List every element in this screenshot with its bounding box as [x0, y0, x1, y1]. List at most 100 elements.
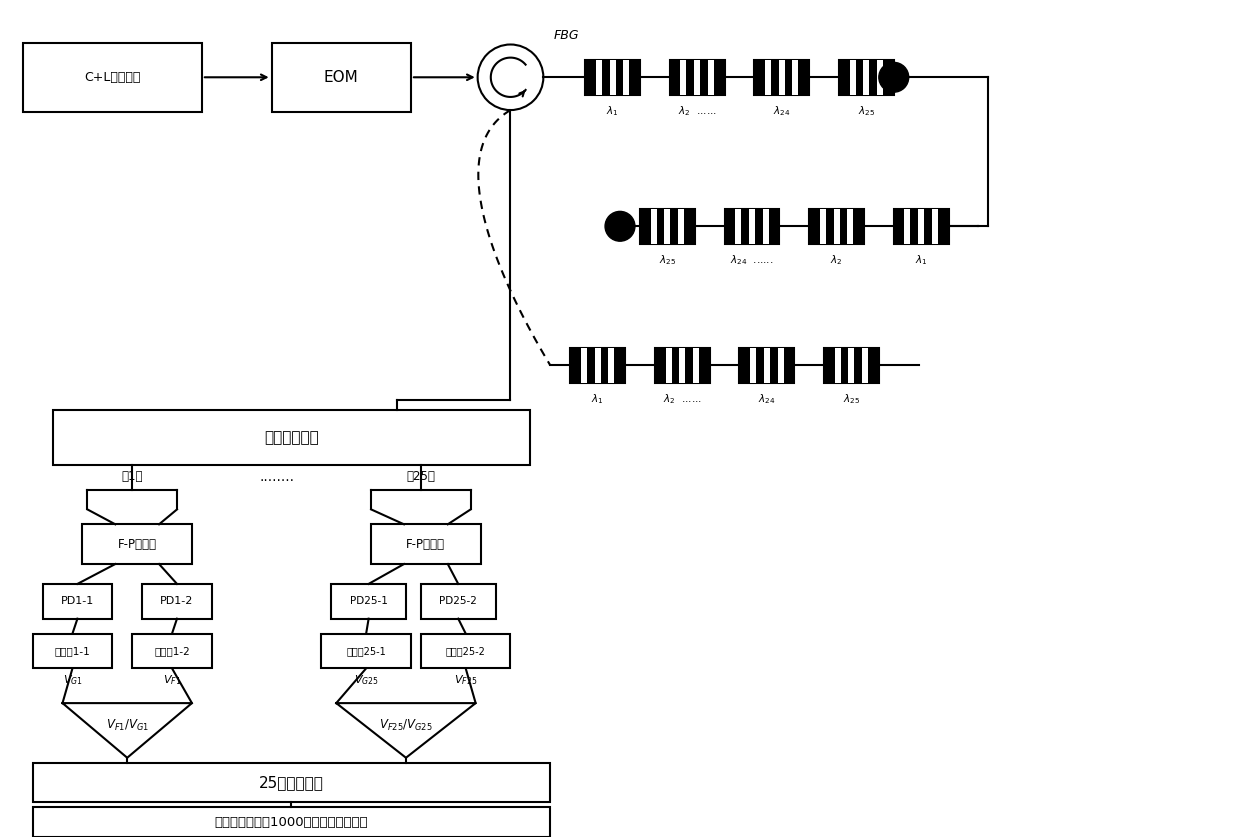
Bar	[894, 209, 949, 244]
Text: F-P滤波器: F-P滤波器	[118, 538, 156, 551]
Text: $\lambda_{24}$: $\lambda_{24}$	[758, 392, 775, 407]
Text: 放大器1-2: 放大器1-2	[154, 646, 190, 656]
Bar	[779, 60, 785, 95]
Text: $\lambda_2$: $\lambda_2$	[831, 254, 843, 267]
Text: $V_{G25}$: $V_{G25}$	[353, 674, 378, 687]
Bar	[596, 60, 601, 95]
Bar	[847, 209, 853, 244]
Bar	[640, 209, 694, 244]
FancyBboxPatch shape	[420, 584, 496, 619]
Bar	[792, 60, 799, 95]
Bar	[724, 209, 779, 244]
Text: $\lambda_{24}$  ......: $\lambda_{24}$ ......	[730, 254, 774, 267]
Bar	[693, 348, 699, 383]
Text: $\lambda_{25}$: $\lambda_{25}$	[858, 105, 875, 118]
Circle shape	[879, 62, 909, 92]
Bar	[610, 60, 615, 95]
Bar	[835, 348, 841, 383]
Text: $V_{G1}$: $V_{G1}$	[62, 674, 82, 687]
Bar	[735, 209, 742, 244]
Circle shape	[605, 212, 635, 241]
Bar	[609, 348, 614, 383]
Bar	[863, 60, 869, 95]
Bar	[678, 209, 684, 244]
Bar	[680, 348, 686, 383]
Text: $\lambda_{24}$: $\lambda_{24}$	[773, 105, 790, 118]
FancyBboxPatch shape	[133, 633, 212, 669]
Text: EOM: EOM	[324, 70, 358, 85]
Bar	[763, 209, 769, 244]
Text: 25路波长还原: 25路波长还原	[259, 775, 324, 790]
Bar	[904, 209, 910, 244]
Text: $V_{F25}$: $V_{F25}$	[454, 674, 477, 687]
Text: $\lambda_1$: $\lambda_1$	[591, 392, 604, 407]
Bar	[580, 348, 587, 383]
Text: PD25-2: PD25-2	[439, 596, 477, 606]
Bar	[694, 60, 701, 95]
Bar	[595, 348, 600, 383]
Bar	[764, 348, 770, 383]
Text: $\lambda_1$: $\lambda_1$	[606, 105, 619, 118]
Text: $V_{F25}/V_{G25}$: $V_{F25}/V_{G25}$	[379, 718, 433, 733]
Text: ........: ........	[259, 470, 294, 484]
Text: $V_{F1}/V_{G1}$: $V_{F1}/V_{G1}$	[105, 718, 149, 733]
Bar	[655, 348, 709, 383]
Bar	[666, 348, 672, 383]
Text: PD1-1: PD1-1	[61, 596, 94, 606]
FancyBboxPatch shape	[143, 584, 212, 619]
Text: FBG: FBG	[553, 29, 579, 41]
FancyBboxPatch shape	[32, 633, 113, 669]
Text: $V_{F1}$: $V_{F1}$	[162, 674, 181, 687]
Text: 第1组: 第1组	[122, 470, 143, 483]
Bar	[820, 209, 826, 244]
Bar	[749, 209, 755, 244]
Bar	[825, 348, 879, 383]
Text: 放大器25-2: 放大器25-2	[445, 646, 486, 656]
Bar	[681, 60, 687, 95]
FancyBboxPatch shape	[420, 633, 511, 669]
Bar	[862, 348, 868, 383]
Text: 放大器1-1: 放大器1-1	[55, 646, 91, 656]
FancyBboxPatch shape	[82, 524, 192, 564]
Bar	[765, 60, 771, 95]
Text: $\lambda_1$: $\lambda_1$	[915, 254, 928, 267]
Text: 数据处理，得到1000个位置的应变信息: 数据处理，得到1000个位置的应变信息	[215, 816, 368, 829]
FancyBboxPatch shape	[22, 43, 202, 112]
Bar	[739, 348, 794, 383]
Bar	[849, 60, 856, 95]
FancyBboxPatch shape	[321, 633, 410, 669]
Bar	[651, 209, 657, 244]
FancyBboxPatch shape	[52, 410, 531, 465]
Bar	[777, 348, 784, 383]
Text: PD1-2: PD1-2	[160, 596, 193, 606]
Bar	[877, 60, 883, 95]
Bar	[624, 60, 629, 95]
Bar	[848, 348, 854, 383]
Text: $\lambda_{25}$: $\lambda_{25}$	[658, 254, 676, 267]
Bar	[810, 209, 864, 244]
Bar	[665, 209, 671, 244]
Bar	[670, 60, 724, 95]
Text: 放大器25-1: 放大器25-1	[346, 646, 386, 656]
FancyBboxPatch shape	[32, 807, 551, 837]
Text: PD25-1: PD25-1	[350, 596, 388, 606]
Bar	[754, 60, 810, 95]
Bar	[839, 60, 894, 95]
Bar	[750, 348, 756, 383]
Bar	[585, 60, 640, 95]
FancyBboxPatch shape	[272, 43, 410, 112]
FancyBboxPatch shape	[371, 524, 481, 564]
Text: $\lambda_{25}$: $\lambda_{25}$	[843, 392, 861, 407]
Text: 密集型波分器: 密集型波分器	[264, 430, 319, 445]
Bar	[833, 209, 839, 244]
FancyBboxPatch shape	[32, 763, 551, 802]
FancyBboxPatch shape	[42, 584, 113, 619]
Text: $\lambda_2$  ......: $\lambda_2$ ......	[678, 105, 717, 118]
Bar	[918, 209, 924, 244]
Bar	[931, 209, 937, 244]
Text: F-P滤波器: F-P滤波器	[407, 538, 445, 551]
Text: 第25组: 第25组	[407, 470, 435, 483]
Text: C+L宽带光源: C+L宽带光源	[84, 71, 140, 84]
Text: $\lambda_2$  ......: $\lambda_2$ ......	[663, 392, 702, 407]
FancyBboxPatch shape	[331, 584, 405, 619]
